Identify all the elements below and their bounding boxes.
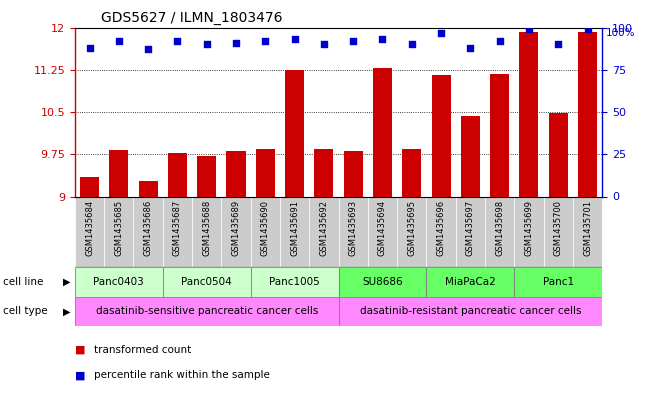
Text: SU8686: SU8686 <box>362 277 403 287</box>
Point <box>465 45 476 51</box>
Text: transformed count: transformed count <box>94 345 191 355</box>
Text: GSM1435699: GSM1435699 <box>525 200 533 256</box>
Bar <box>314 149 333 196</box>
Bar <box>490 74 509 196</box>
Bar <box>227 151 245 196</box>
Bar <box>461 116 480 196</box>
Bar <box>309 196 339 267</box>
Point <box>231 40 242 46</box>
Bar <box>426 196 456 267</box>
Text: GSM1435688: GSM1435688 <box>202 200 211 256</box>
Bar <box>75 267 163 297</box>
Bar <box>344 151 363 196</box>
Point <box>289 36 299 42</box>
Bar <box>368 196 397 267</box>
Point <box>260 38 271 44</box>
Bar <box>251 267 339 297</box>
Bar <box>133 196 163 267</box>
Point <box>553 41 564 48</box>
Point <box>173 38 183 44</box>
Text: percentile rank within the sample: percentile rank within the sample <box>94 370 270 380</box>
Bar <box>339 267 426 297</box>
Bar <box>197 156 216 196</box>
Text: GSM1435696: GSM1435696 <box>437 200 445 256</box>
Text: dasatinib-resistant pancreatic cancer cells: dasatinib-resistant pancreatic cancer ce… <box>359 307 581 316</box>
Bar <box>402 149 421 196</box>
Bar <box>397 196 426 267</box>
Bar <box>432 75 450 196</box>
Point <box>143 46 154 53</box>
Bar <box>519 32 538 196</box>
Bar <box>256 149 275 196</box>
Text: cell type: cell type <box>3 307 48 316</box>
Bar <box>192 196 221 267</box>
Point <box>378 36 388 42</box>
Bar <box>251 196 280 267</box>
Text: GSM1435690: GSM1435690 <box>261 200 270 256</box>
Bar <box>514 267 602 297</box>
Text: ▶: ▶ <box>63 307 71 316</box>
Bar <box>75 297 339 326</box>
Text: Panc0504: Panc0504 <box>182 277 232 287</box>
Text: GSM1435684: GSM1435684 <box>85 200 94 256</box>
Text: GSM1435691: GSM1435691 <box>290 200 299 256</box>
Text: MiaPaCa2: MiaPaCa2 <box>445 277 495 287</box>
Bar <box>163 196 192 267</box>
Point <box>495 38 505 44</box>
Text: 100%: 100% <box>605 28 635 37</box>
Bar <box>549 113 568 196</box>
Bar <box>75 196 104 267</box>
Bar <box>578 32 597 196</box>
Point <box>406 41 417 48</box>
Text: GSM1435701: GSM1435701 <box>583 200 592 256</box>
Bar <box>456 196 485 267</box>
Point <box>85 45 95 51</box>
Text: GSM1435700: GSM1435700 <box>554 200 562 256</box>
Point <box>202 41 212 48</box>
Text: GSM1435685: GSM1435685 <box>115 200 123 256</box>
Text: Panc1: Panc1 <box>543 277 574 287</box>
Bar <box>221 196 251 267</box>
Text: Panc1005: Panc1005 <box>270 277 320 287</box>
Text: GDS5627 / ILMN_1803476: GDS5627 / ILMN_1803476 <box>102 11 283 25</box>
Bar <box>80 177 99 196</box>
Bar <box>514 196 544 267</box>
Bar <box>104 196 133 267</box>
Text: dasatinib-sensitive pancreatic cancer cells: dasatinib-sensitive pancreatic cancer ce… <box>96 307 318 316</box>
Text: GSM1435686: GSM1435686 <box>144 200 152 256</box>
Bar <box>109 150 128 196</box>
Text: ▶: ▶ <box>63 277 71 287</box>
Bar <box>373 68 392 196</box>
Bar <box>280 196 309 267</box>
Bar <box>163 267 251 297</box>
Text: cell line: cell line <box>3 277 44 287</box>
Bar <box>168 152 187 196</box>
Point <box>436 29 447 36</box>
Bar <box>139 181 158 196</box>
Point <box>319 41 329 48</box>
Point <box>114 38 124 44</box>
Text: GSM1435687: GSM1435687 <box>173 200 182 256</box>
Point <box>348 38 358 44</box>
Point <box>583 26 593 32</box>
Text: GSM1435695: GSM1435695 <box>408 200 416 256</box>
Text: Panc0403: Panc0403 <box>94 277 144 287</box>
Text: GSM1435698: GSM1435698 <box>495 200 504 256</box>
Bar <box>339 196 368 267</box>
Text: ■: ■ <box>75 370 85 380</box>
Text: ■: ■ <box>75 345 85 355</box>
Bar <box>339 297 602 326</box>
Bar <box>544 196 573 267</box>
Bar <box>426 267 514 297</box>
Text: GSM1435693: GSM1435693 <box>349 200 357 256</box>
Bar <box>485 196 514 267</box>
Text: GSM1435689: GSM1435689 <box>232 200 240 256</box>
Text: GSM1435697: GSM1435697 <box>466 200 475 256</box>
Text: GSM1435694: GSM1435694 <box>378 200 387 256</box>
Bar <box>285 70 304 196</box>
Bar <box>573 196 602 267</box>
Text: GSM1435692: GSM1435692 <box>320 200 328 256</box>
Point <box>523 26 534 32</box>
